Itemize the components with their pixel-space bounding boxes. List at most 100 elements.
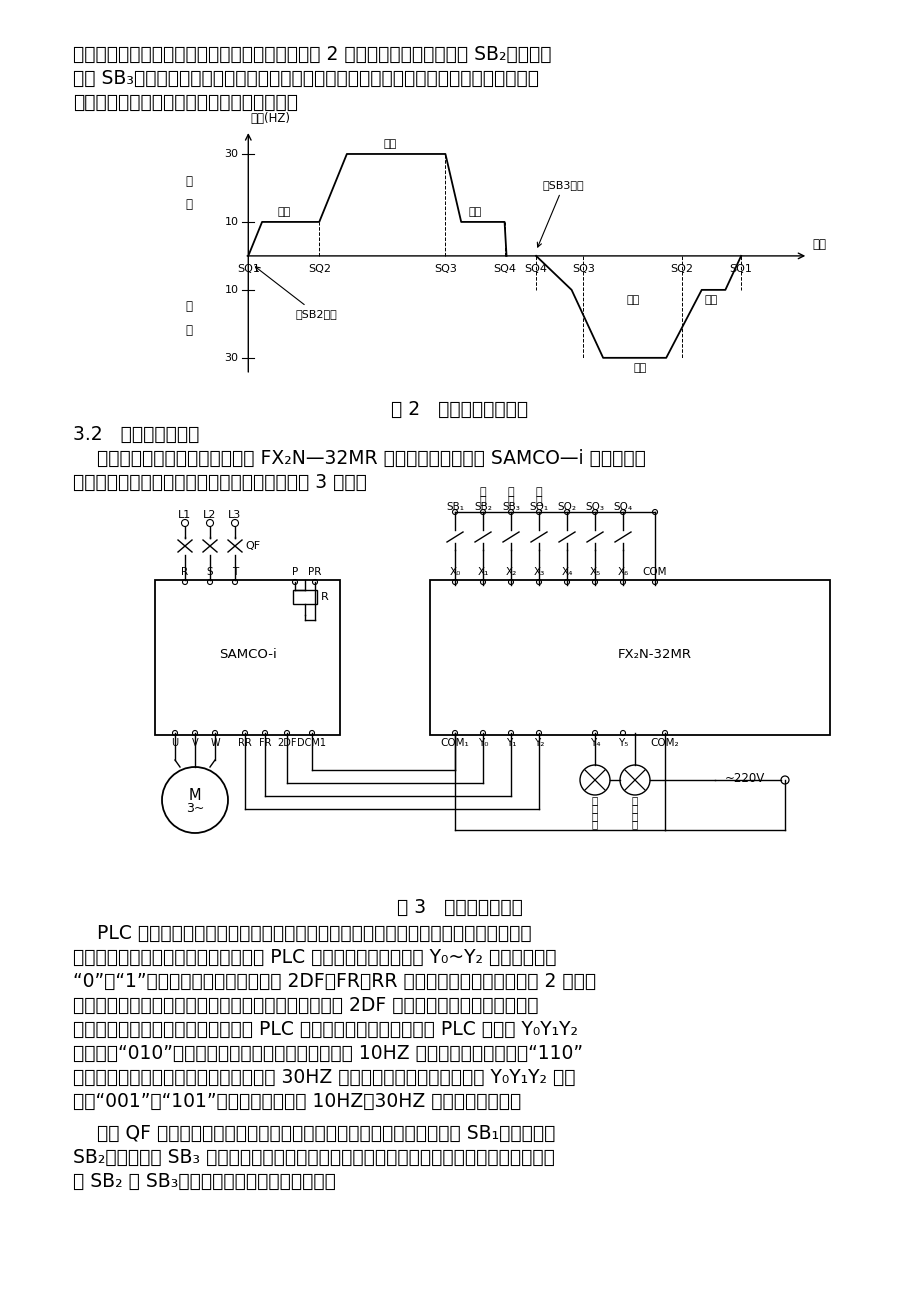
Text: RR: RR <box>238 738 252 749</box>
Bar <box>154 579 340 736</box>
Text: 30: 30 <box>224 148 238 159</box>
Text: Y₄: Y₄ <box>589 738 599 749</box>
Text: 2DF: 2DF <box>277 738 297 749</box>
Text: 下: 下 <box>631 796 638 805</box>
Text: 3~: 3~ <box>186 802 204 815</box>
Text: Y₂: Y₂ <box>533 738 544 749</box>
Text: SQ3: SQ3 <box>572 264 595 275</box>
Text: X₃: X₃ <box>533 566 544 577</box>
Text: X₆: X₆ <box>617 566 628 577</box>
Text: SQ2: SQ2 <box>308 264 331 275</box>
Text: 上: 上 <box>507 496 514 506</box>
Text: 按钮 SB₃），吊笼以较低的一速速度平稳起动，运行到预定位置时，以二速速度快速运行，: 按钮 SB₃），吊笼以较低的一速速度平稳起动，运行到预定位置时，以二速速度快速运… <box>73 69 539 89</box>
Text: COM: COM <box>642 566 666 577</box>
Text: 降: 降 <box>186 324 192 337</box>
Text: 升: 升 <box>507 487 514 497</box>
Text: COM₂: COM₂ <box>650 738 678 749</box>
Text: QF: QF <box>244 542 260 551</box>
Text: FX₂N-32MR: FX₂N-32MR <box>618 648 691 661</box>
Text: 位开关获取吊笼运行的位置信息，通过 PLC 内部程序的处理后，在 Y₀~Y₂ 端输出相应的: 位开关获取吊笼运行的位置信息，通过 PLC 内部程序的处理后，在 Y₀~Y₂ 端… <box>73 948 556 967</box>
Text: 降: 降 <box>535 487 541 497</box>
Text: X₄: X₄ <box>561 566 572 577</box>
Text: 停: 停 <box>479 487 486 497</box>
Text: Y₅: Y₅ <box>618 738 628 749</box>
Text: X₂: X₂ <box>505 566 516 577</box>
Text: 3.2   系统的硬件构成: 3.2 系统的硬件构成 <box>73 424 199 444</box>
Text: SQ1: SQ1 <box>236 264 259 275</box>
Text: 一速: 一速 <box>277 207 290 217</box>
Text: 下: 下 <box>186 301 192 314</box>
Text: 一速: 一速 <box>468 207 482 217</box>
Text: SAMCO-i: SAMCO-i <box>219 648 277 661</box>
Text: W: W <box>210 738 220 749</box>
Text: SB₂: SB₂ <box>473 503 492 512</box>
Text: SQ₄: SQ₄ <box>613 503 632 512</box>
Text: 的状态为“010”时，变频器输出一速频率，升降机以 10HZ 对应的转速上升，当为“110”: 的状态为“010”时，变频器输出一速频率，升降机以 10HZ 对应的转速上升，当… <box>73 1044 583 1062</box>
Text: “0”、“1”信号来控制变频器输入端子 2DF、FR、RR 的状态，使变频器及时按图 2 所示输: “0”、“1”信号来控制变频器输入端子 2DF、FR、RR 的状态，使变频器及时… <box>73 973 596 991</box>
Text: 对变频器进行功能预置设定，再通过 PLC 的程序来控制频率切换。当 PLC 输出端 Y₀Y₁Y₂: 对变频器进行功能预置设定，再通过 PLC 的程序来控制频率切换。当 PLC 输出… <box>73 1019 577 1039</box>
Text: 降: 降 <box>631 803 638 812</box>
Text: SQ₁: SQ₁ <box>528 503 548 512</box>
Text: 相鼠笼式异步电动机组成。系统的硬件接线如图 3 所示。: 相鼠笼式异步电动机组成。系统的硬件接线如图 3 所示。 <box>73 473 367 492</box>
Text: SQ4: SQ4 <box>524 264 547 275</box>
Text: 等再到达预定位置时，以一速实现平稳停车。: 等再到达预定位置时，以一速实现平稳停车。 <box>73 92 298 112</box>
Text: 示: 示 <box>631 819 638 829</box>
Text: 提: 提 <box>186 174 192 187</box>
Text: P: P <box>291 566 298 577</box>
Text: COM₁: COM₁ <box>440 738 469 749</box>
Text: 10: 10 <box>224 285 238 294</box>
Text: ~220V: ~220V <box>724 772 765 785</box>
Text: PR: PR <box>308 566 322 577</box>
Text: 30: 30 <box>224 353 238 363</box>
Text: SQ2: SQ2 <box>670 264 693 275</box>
Text: 升: 升 <box>186 198 192 211</box>
Text: 态为“001”、“101”时，升降机分别以 10HZ、30HZ 对应的转速下降。: 态为“001”、“101”时，升降机分别以 10HZ、30HZ 对应的转速下降。 <box>73 1092 521 1111</box>
Text: SB₁: SB₁ <box>446 503 463 512</box>
Text: 上: 上 <box>591 796 597 805</box>
Text: 位置: 位置 <box>811 238 825 251</box>
Text: 一速: 一速 <box>626 296 639 305</box>
Text: 升: 升 <box>591 803 597 812</box>
Text: Y₁: Y₁ <box>505 738 516 749</box>
Text: SB₃: SB₃ <box>502 503 519 512</box>
Text: 状态时，变频器输出二速频率，升降机以 30HZ 对应的转速上升；相应的，当 Y₀Y₁Y₂ 的状: 状态时，变频器输出二速频率，升降机以 30HZ 对应的转速上升；相应的，当 Y₀… <box>73 1068 575 1087</box>
Text: SQ4: SQ4 <box>493 264 516 275</box>
Text: M: M <box>188 788 201 802</box>
Text: SQ₃: SQ₃ <box>584 503 604 512</box>
Text: 二速: 二速 <box>383 139 396 148</box>
Text: L3: L3 <box>228 510 242 519</box>
Text: S: S <box>207 566 213 577</box>
Text: V: V <box>191 738 199 749</box>
Text: 图中 QF 为断路器，具有隔离、过电流、欠电压等保护作用。急停按钮 SB₁、上升按钮: 图中 QF 为断路器，具有隔离、过电流、欠电压等保护作用。急停按钮 SB₁、上升… <box>73 1124 555 1143</box>
Text: L1: L1 <box>178 510 191 519</box>
Text: 10: 10 <box>224 217 238 227</box>
Text: 图 2   升降机升降速度图: 图 2 升降机升降速度图 <box>391 400 528 419</box>
Text: 按SB3按钮: 按SB3按钮 <box>537 180 584 247</box>
Text: 出相应的频率，从而控制升降机的运行特性。速度档由 2DF 选择，每档速度的大小则通过: 出相应的频率，从而控制升降机的运行特性。速度档由 2DF 选择，每档速度的大小则… <box>73 996 538 1016</box>
Text: 示: 示 <box>591 819 597 829</box>
Text: Y₀: Y₀ <box>477 738 488 749</box>
Text: U: U <box>171 738 178 749</box>
Text: SQ1: SQ1 <box>729 264 752 275</box>
Text: 一速: 一速 <box>704 296 718 305</box>
Text: 下: 下 <box>535 496 541 506</box>
Text: 二速: 二速 <box>633 363 647 372</box>
Bar <box>292 590 317 604</box>
Text: 下 SB₂ 或 SB₃，系统就可自动实现程序控制。: 下 SB₂ 或 SB₃，系统就可自动实现程序控制。 <box>73 1172 335 1191</box>
Text: SB₂、下降按钮 SB₃ 根据操作方便可安装在底部和顶部，或者两地都安装，操作时，只需按: SB₂、下降按钮 SB₃ 根据操作方便可安装在底部和顶部，或者两地都安装，操作时… <box>73 1148 554 1167</box>
Text: X₀: X₀ <box>448 566 460 577</box>
Bar <box>429 579 829 736</box>
Text: R: R <box>321 592 328 602</box>
Text: L2: L2 <box>203 510 217 519</box>
Text: 程划分为三个行程区间，各区间段的升降速度如图 2 所示。按下提升起动按钮 SB₂（或下降: 程划分为三个行程区间，各区间段的升降速度如图 2 所示。按下提升起动按钮 SB₂… <box>73 46 550 64</box>
Text: X₁: X₁ <box>477 566 488 577</box>
Text: SQ₂: SQ₂ <box>557 503 576 512</box>
Text: 图 3   系统的硬件接线: 图 3 系统的硬件接线 <box>397 898 522 917</box>
Text: PLC 控制一方面代替继电线路，另一方面，对于系统所要求的提升和下降、以及由限: PLC 控制一方面代替继电线路，另一方面，对于系统所要求的提升和下降、以及由限 <box>73 924 531 943</box>
Text: FR: FR <box>258 738 271 749</box>
Text: 升降机自动控制系统主要由三菱 FX₂N—32MR 可编程控制器、三昆 SAMCO—i 变频器、三: 升降机自动控制系统主要由三菱 FX₂N—32MR 可编程控制器、三昆 SAMCO… <box>73 449 645 467</box>
Text: X₅: X₅ <box>589 566 600 577</box>
Text: DCM1: DCM1 <box>297 738 326 749</box>
Text: R: R <box>181 566 188 577</box>
Text: T: T <box>232 566 238 577</box>
